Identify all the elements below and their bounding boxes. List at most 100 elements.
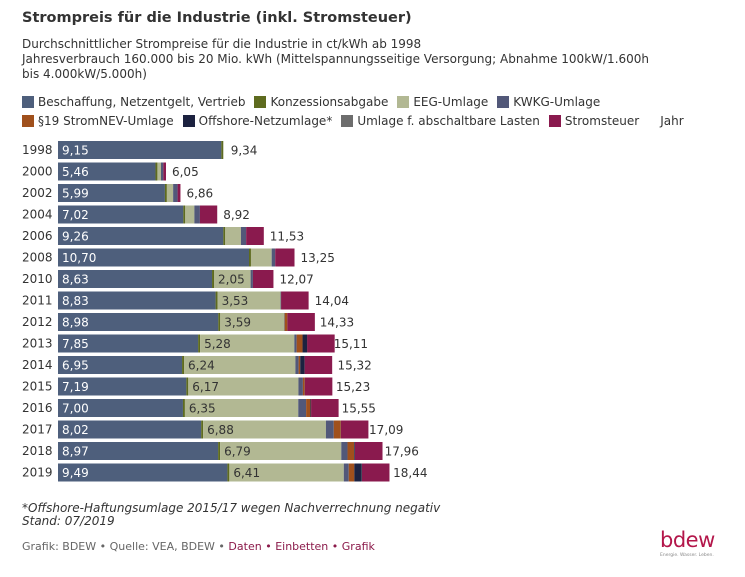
total-label: 14,33 [320, 316, 354, 330]
data-label-beschaffung: 9,15 [62, 144, 89, 158]
bar-segment-beschaffung [58, 399, 183, 417]
legend-swatch-beschaffung [22, 95, 34, 108]
bar-segment-offshore [354, 463, 362, 482]
bar-segment-beschaffung [58, 205, 184, 224]
bar-segment-offshore [300, 356, 305, 374]
legend-item-stromsteuer[interactable]: Stromsteuer [548, 113, 640, 128]
data-label-beschaffung: 8,97 [62, 445, 89, 459]
data-label-eeg: 5,28 [204, 337, 231, 351]
total-label: 15,11 [334, 337, 368, 351]
bar-segment-stromsteuer [304, 356, 333, 374]
total-label: 13,25 [301, 251, 335, 265]
bar-segment-stromsteuer [311, 399, 339, 417]
year-label: 2017 [22, 423, 53, 437]
graphic-link[interactable]: Grafik [341, 540, 375, 553]
legend-axis-label: Jahr [660, 113, 684, 128]
bar-segment-beschaffung [58, 270, 213, 288]
year-label: 2011 [22, 294, 53, 308]
total-label: 17,96 [385, 445, 419, 459]
bar-segment-eeg [184, 356, 296, 374]
bar-segment-eeg [185, 205, 195, 224]
data-label-beschaffung: 9,49 [62, 466, 89, 480]
bar-segment-beschaffung [58, 334, 199, 353]
legend-row-1: Beschaffung, Netzentgelt, Vertrieb Konze… [22, 92, 722, 111]
total-label: 12,07 [279, 273, 313, 287]
bar-segment-kwkg [194, 205, 200, 224]
year-label: 2010 [22, 272, 53, 286]
bar-segment-konzession [218, 313, 221, 331]
bar-segment-eeg [157, 162, 161, 181]
bar-segment-beschaffung [58, 184, 165, 202]
legend-swatch-kwkg [497, 95, 510, 108]
data-link[interactable]: Daten [228, 540, 262, 553]
legend-swatch-stromnev [22, 114, 34, 127]
total-label: 15,23 [336, 380, 370, 394]
embed-link[interactable]: Einbetten [275, 540, 329, 553]
bar-segment-beschaffung [58, 463, 228, 482]
bar-chart: 1998 9,15 9,34 2000 5,46 6,05 2002 5,99 6,86 2004… [22, 141, 428, 482]
bar-segment-beschaffung [58, 248, 249, 267]
bar-segment-eeg [225, 227, 241, 245]
bar-segment-stromsteuer [275, 248, 295, 267]
legend-item-eeg[interactable]: EEG-Umlage [397, 95, 488, 109]
legend-swatch-abschaltbar [341, 114, 354, 127]
bar-segment-kwkg [298, 377, 303, 396]
legend-item-beschaffung[interactable]: Beschaffung, Netzentgelt, Vertrieb [22, 95, 245, 109]
bar-segment-beschaffung [58, 377, 187, 396]
subtitle-line-2: Jahresverbrauch 160.000 bis 20 Mio. kWh … [22, 52, 650, 81]
footnote: *Offshore-Haftungsumlage 2015/17 wegen N… [22, 502, 440, 528]
bar-segment-stromnev [348, 463, 355, 482]
bar-segment-eeg [229, 463, 344, 482]
bar-segment-kwkg [173, 184, 178, 202]
bar-segment-stromsteuer [340, 420, 369, 439]
bar-segment-stromsteuer [246, 227, 264, 245]
bar-segment-konzession [155, 162, 158, 181]
bar-segment-offshore [354, 442, 355, 460]
legend-item-kwkg[interactable]: KWKG-Umlage [497, 95, 600, 109]
legend-label-beschaffung: Beschaffung, Netzentgelt, Vertrieb [38, 94, 246, 109]
bar-segment-kwkg [341, 442, 348, 460]
footer-separator: • [265, 540, 272, 553]
legend-item-stromnev[interactable]: §19 StromNEV-Umlage [22, 114, 174, 128]
bar-segment-konzession [198, 334, 201, 353]
data-label-beschaffung: 10,70 [62, 251, 96, 265]
bar-segment-eeg [166, 184, 174, 202]
legend-label-kwkg: KWKG-Umlage [513, 94, 601, 109]
bar-segment-konzession [212, 270, 215, 288]
footer-separator: • [331, 540, 339, 553]
subtitle-line-1: Durchschnittlicher Strompreise für die I… [22, 37, 422, 51]
bar-segment-beschaffung [58, 141, 222, 159]
legend-label-stromsteuer: Stromsteuer [564, 113, 640, 128]
data-label-eeg: 3,53 [222, 294, 249, 308]
legend-item-konzession[interactable]: Konzessionsabgabe [254, 95, 388, 109]
bar-segment-stromsteuer [163, 162, 166, 181]
legend-label-konzession: Konzessionsabgabe [270, 94, 389, 109]
bar-segment-stromnev [298, 356, 301, 374]
bar-segment-stromnev [284, 313, 288, 331]
footnote-date: Stand: 07/2019 [22, 514, 115, 528]
total-label: 9,34 [231, 144, 258, 158]
data-label-beschaffung: 9,26 [62, 230, 89, 244]
bar-segment-kwkg [295, 356, 299, 374]
legend-item-abschaltbar[interactable]: Umlage f. abschaltbare Lasten [341, 114, 540, 128]
chart-subtitle: Durchschnittlicher Strompreise für die I… [22, 37, 662, 82]
bar-segment-konzession [248, 248, 251, 267]
data-label-beschaffung: 7,02 [62, 208, 89, 222]
bar-segment-kwkg [250, 270, 253, 288]
bar-segment-konzession [186, 377, 189, 396]
total-label: 6,05 [172, 165, 199, 179]
legend-label-abschaltbar: Umlage f. abschaltbare Lasten [357, 113, 540, 128]
bar-segment-stromnev [296, 334, 303, 353]
year-label: 2015 [22, 380, 53, 394]
total-label: 8,92 [223, 208, 250, 222]
data-label-beschaffung: 7,00 [62, 402, 89, 416]
data-label-eeg: 6,79 [224, 445, 251, 459]
legend-item-offshore[interactable]: Offshore-Netzumlage* [182, 114, 332, 128]
data-label-beschaffung: 8,63 [62, 273, 89, 287]
total-label: 15,55 [342, 402, 376, 416]
year-label: 2002 [22, 186, 53, 200]
legend-label-eeg: EEG-Umlage [413, 94, 489, 109]
total-label: 6,86 [186, 187, 213, 201]
bar-segment-konzession [227, 463, 230, 482]
bar-segment-stromnev [333, 420, 341, 439]
